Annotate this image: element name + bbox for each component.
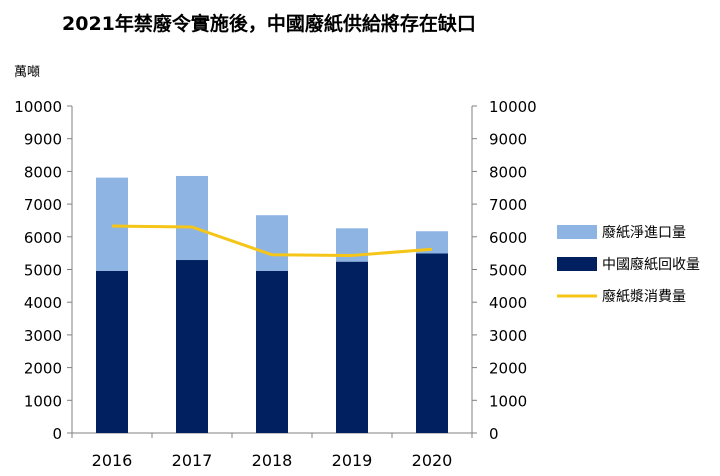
legend-swatch-1 [557, 225, 597, 239]
y-tick-label-right: 7000 [489, 196, 527, 214]
bar-segment-0-2019 [336, 261, 368, 433]
y-tick-label-left: 1000 [24, 392, 62, 410]
y-tick-label-right: 3000 [489, 327, 527, 345]
y-tick-label-left: 2000 [24, 360, 62, 378]
bar-segment-1-2020 [416, 231, 448, 254]
y-tick-label-left: 5000 [24, 262, 62, 280]
x-tick-label: 2018 [252, 451, 293, 470]
y-tick-label-left: 4000 [24, 294, 62, 312]
y-tick-label-left: 0 [52, 425, 62, 443]
y-tick-label-right: 1000 [489, 392, 527, 410]
y-tick-label-left: 10000 [14, 98, 62, 116]
x-tick-label: 2017 [172, 451, 213, 470]
y-tick-label-left: 7000 [24, 196, 62, 214]
y-tick-label-right: 5000 [489, 262, 527, 280]
bar-segment-0-2020 [416, 253, 448, 433]
y-tick-label-left: 6000 [24, 229, 62, 247]
chart-title: 2021年禁廢令實施後，中國廢紙供給將存在缺口 [62, 12, 476, 35]
y-tick-label-right: 4000 [489, 294, 527, 312]
x-tick-label: 2020 [412, 451, 453, 470]
y-tick-label-right: 2000 [489, 360, 527, 378]
bar-segment-0-2018 [256, 270, 288, 433]
bar-segment-0-2016 [96, 270, 128, 433]
legend-label-2: 廢紙漿消費量 [602, 288, 686, 305]
bar-segment-1-2017 [176, 175, 208, 261]
y-tick-label-left: 3000 [24, 327, 62, 345]
legend-swatch-0 [557, 257, 597, 271]
legend-label-1: 廢紙淨進口量 [602, 224, 686, 241]
y-tick-label-right: 8000 [489, 163, 527, 181]
legend-label-0: 中國廢紙回收量 [602, 256, 700, 273]
y-tick-label-right: 10000 [489, 98, 537, 116]
x-tick-label: 2019 [332, 451, 373, 470]
y-tick-label-left: 8000 [24, 163, 62, 181]
bar-segment-0-2017 [176, 260, 208, 433]
y-tick-label-right: 0 [489, 425, 499, 443]
bar-segment-1-2016 [96, 177, 128, 271]
y-tick-label-right: 6000 [489, 229, 527, 247]
y-tick-label-right: 9000 [489, 131, 527, 149]
y-tick-label-left: 9000 [24, 131, 62, 149]
x-tick-label: 2016 [92, 451, 133, 470]
y-axis-unit-label: 萬噸 [14, 65, 40, 80]
bar-segment-1-2018 [256, 215, 288, 271]
plot-area: 0 0 1000 1000 2000 2000 3000 3000 4000 4000 5000 50… [14, 98, 536, 470]
